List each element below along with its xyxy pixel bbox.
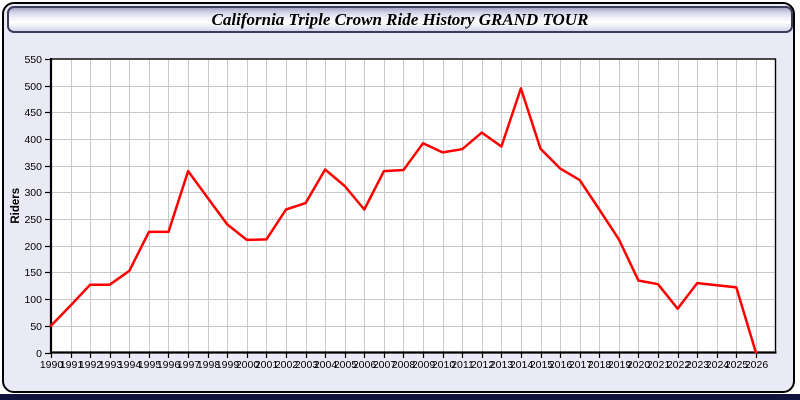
x-tick-label: 2003 [295,359,319,371]
y-tick-label: 0 [36,348,42,360]
y-axis-label: Riders [10,188,22,224]
x-tick-label: 1992 [79,359,103,371]
x-tick-label: 1994 [118,359,142,371]
page-title: California Triple Crown Ride History GRA… [211,9,589,29]
x-tick-label: 1996 [157,359,181,371]
x-tick-label: 2013 [490,359,514,371]
y-tick-label: 250 [24,214,42,226]
x-tick-label: 2010 [432,359,456,371]
y-tick-label: 550 [24,54,42,66]
y-tick-label: 500 [24,81,42,93]
x-tick-label: 2018 [588,359,612,371]
x-tick-label: 2006 [353,359,377,371]
y-tick-label: 100 [24,294,42,306]
x-tick-label: 2016 [549,359,573,371]
x-tick-label: 2021 [647,359,671,371]
x-tick-label: 2012 [471,359,495,371]
y-tick-label: 450 [24,107,42,119]
series-line-riders [49,87,758,354]
x-tick-label: 2015 [530,359,554,371]
y-tick-label: 350 [24,161,42,173]
y-tick-labels: 0 50 100 150 200 250 300 350 400 450 500 550 [24,54,42,360]
x-tick-label: 2019 [608,359,632,371]
y-tick-label: 200 [24,241,42,253]
axes [49,58,777,354]
tick-marks [45,58,758,358]
x-tick-label: 2020 [627,359,651,371]
x-tick-label: 1997 [177,359,201,371]
x-tick-label: 2008 [392,359,416,371]
x-tick-label: 2007 [373,359,397,371]
x-tick-label: 1993 [99,359,123,371]
x-tick-label: 2026 [745,359,769,371]
x-tick-label: 2002 [275,359,299,371]
x-tick-label: 2025 [725,359,749,371]
x-tick-label: 1990 [40,359,64,371]
x-tick-label: 1999 [216,359,240,371]
x-tick-label: 1991 [60,359,84,371]
x-tick-label: 2017 [569,359,593,371]
y-tick-label: 300 [24,187,42,199]
x-tick-label: 2011 [451,359,474,371]
plot-area [51,59,776,353]
y-tick-label: 400 [24,134,42,146]
x-tick-label: 1995 [138,359,162,371]
x-tick-label: 2022 [667,359,691,371]
x-tick-label: 1998 [197,359,221,371]
x-tick-label: 2009 [412,359,436,371]
x-tick-label: 2001 [255,359,279,371]
y-tick-label: 50 [30,321,42,333]
title-bar: California Triple Crown Ride History GRA… [7,6,793,33]
x-tick-label: 2004 [314,359,338,371]
x-tick-label: 2000 [236,359,260,371]
y-tick-label: 150 [24,267,42,279]
x-tick-label: 2005 [334,359,358,371]
x-tick-labels: 1990199119921993199419951996199719981999… [40,359,769,371]
x-tick-label: 2024 [706,359,730,371]
x-tick-label: 2023 [686,359,710,371]
bottom-strip [0,394,800,400]
x-tick-label: 2014 [510,359,534,371]
